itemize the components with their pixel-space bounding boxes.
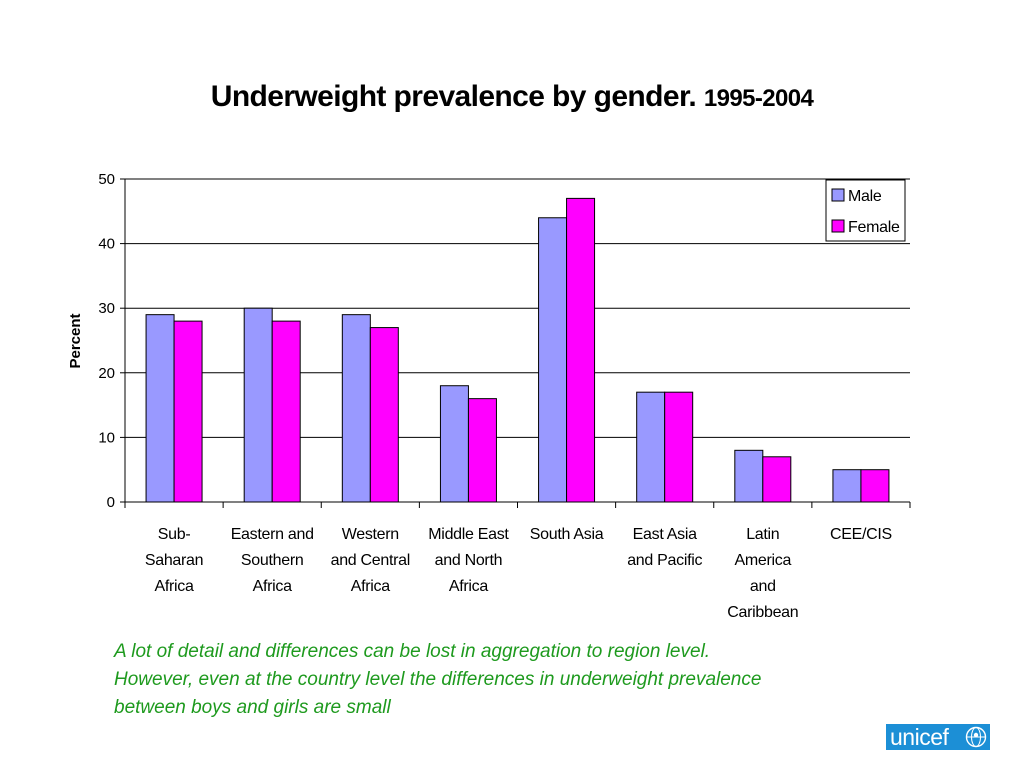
bar-female-1 — [271, 320, 301, 503]
x-tick-label: and North — [435, 552, 503, 569]
x-tick-labels: Sub- Saharan Africa Eastern and Southern Afri… — [145, 526, 892, 621]
bar-male-0 — [145, 314, 175, 503]
x-tick-label: and Central — [331, 552, 410, 569]
axes — [120, 178, 911, 508]
x-tick-label: East Asia — [633, 526, 697, 543]
y-tick-label: 10 — [98, 429, 115, 446]
legend-label-female: Female — [848, 219, 900, 236]
x-tick-label: Africa — [351, 578, 391, 595]
x-tick-label: Middle East — [428, 526, 509, 543]
x-tick-label: and — [750, 578, 776, 595]
x-tick-label: America — [735, 552, 792, 569]
x-tick-label: South Asia — [530, 526, 604, 543]
x-tick-label: CEE/CIS — [830, 526, 892, 543]
y-axis-label: Percent — [67, 313, 84, 368]
x-tick-label: Latin — [746, 526, 779, 543]
y-tick-label: 20 — [98, 365, 115, 382]
x-tick-label: Africa — [155, 578, 195, 595]
legend-swatch-male — [831, 188, 845, 202]
legend-label-male: Male — [848, 188, 882, 205]
x-tick-label: Africa — [253, 578, 293, 595]
bar-male-4 — [538, 217, 568, 503]
x-tick-label: and Pacific — [627, 552, 702, 569]
bar-male-5 — [636, 391, 666, 503]
bar-female-2 — [369, 327, 399, 503]
caption-line-1: A lot of detail and differences can be l… — [114, 641, 711, 662]
legend-swatch-female — [831, 219, 845, 233]
caption-line-3: between boys and girls are small — [114, 697, 391, 718]
bar-male-7 — [832, 469, 862, 503]
caption: A lot of detail and differences can be l… — [114, 638, 914, 722]
legend: Male Female — [825, 179, 906, 242]
bar-female-5 — [664, 391, 694, 503]
x-tick-label: Caribbean — [727, 604, 798, 621]
bar-female-0 — [173, 320, 203, 503]
y-tick-label: 0 — [107, 494, 115, 511]
bar-male-1 — [243, 307, 273, 503]
bar-female-3 — [467, 398, 497, 503]
x-tick-label: Sub- — [158, 526, 191, 543]
bar-female-7 — [860, 469, 890, 503]
x-tick-label: Africa — [449, 578, 489, 595]
unicef-logo: unicef — [886, 724, 990, 750]
caption-line-2: However, even at the country level the d… — [114, 669, 762, 690]
bar-chart: 0 10 20 30 40 50 Sub- Saharan Africa Eastern and… — [67, 171, 911, 621]
y-tick-label: 40 — [98, 236, 115, 253]
x-tick-label: Southern — [241, 552, 304, 569]
bar-female-6 — [762, 456, 792, 503]
globe-icon — [965, 726, 987, 748]
logo-text: unicef — [890, 724, 949, 750]
bar-male-6 — [734, 449, 764, 503]
bars — [145, 197, 890, 503]
bar-female-4 — [566, 197, 596, 503]
title-main: Underweight prevalence by gender. — [210, 80, 697, 113]
gridlines — [125, 178, 910, 438]
title-range: 1995-2004 — [703, 85, 814, 112]
bar-male-2 — [341, 314, 371, 503]
y-tick-labels: 0 10 20 30 40 50 — [98, 171, 115, 511]
x-tick-label: Eastern and — [231, 526, 314, 543]
y-tick-label: 30 — [98, 300, 115, 317]
bar-male-3 — [439, 385, 469, 503]
x-tick-label: Western — [342, 526, 399, 543]
x-tick-label: Saharan — [145, 552, 203, 569]
y-tick-label: 50 — [98, 171, 115, 188]
chart-title: Underweight prevalence by gender. 1995-2… — [0, 80, 1024, 114]
